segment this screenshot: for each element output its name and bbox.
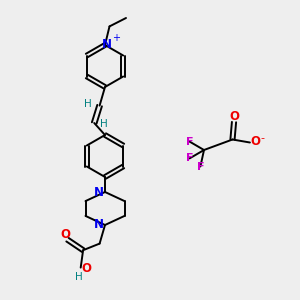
Text: N: N [101, 38, 112, 51]
Text: N: N [93, 185, 103, 199]
Text: F: F [197, 161, 204, 172]
Text: -: - [260, 133, 265, 143]
Text: F: F [186, 153, 194, 164]
Text: H: H [84, 99, 92, 109]
Text: F: F [186, 136, 194, 147]
Text: +: + [112, 33, 120, 43]
Text: O: O [229, 110, 239, 123]
Text: O: O [60, 228, 70, 241]
Text: H: H [100, 118, 108, 129]
Text: O: O [250, 135, 260, 148]
Text: H: H [75, 272, 83, 282]
Text: N: N [93, 218, 103, 232]
Text: O: O [81, 262, 91, 275]
